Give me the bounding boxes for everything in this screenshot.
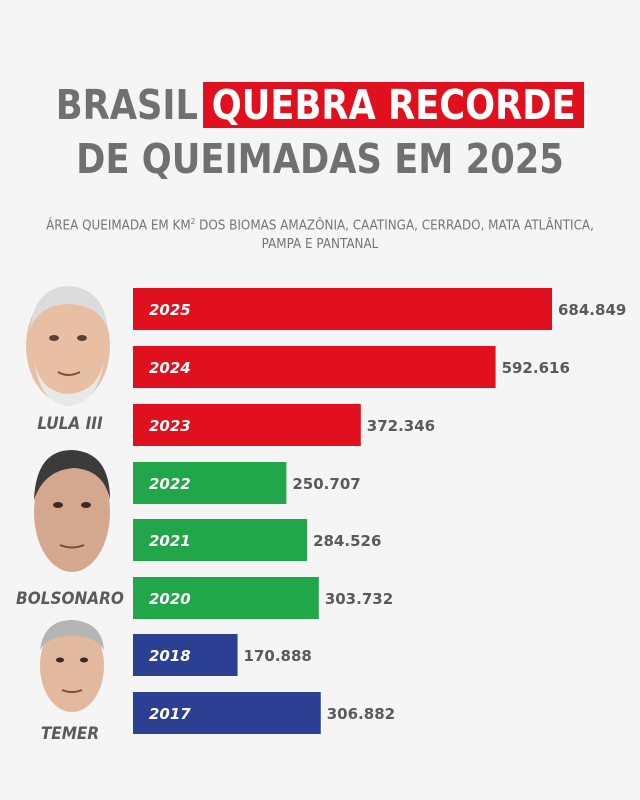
bar-category-label: 2018 (149, 647, 191, 665)
bar-value-label: 170.888 (244, 647, 312, 665)
bar-2018 (133, 634, 238, 676)
bar-value-label: 250.707 (292, 475, 360, 493)
bolsonaro-portrait-icon (34, 450, 110, 572)
subtitle: ÁREA QUEIMADA EM KM2 DOS BIOMAS AMAZÔNIA… (26, 212, 615, 254)
bar-category-label: 2024 (149, 359, 191, 377)
person-name-lula: LULA III (37, 414, 103, 434)
title-highlight: QUEBRA RECORDE (203, 82, 585, 128)
bar-value-label: 372.346 (367, 417, 435, 435)
bar-2023 (133, 404, 361, 446)
bar-category-label: 2023 (149, 417, 191, 435)
bar-2021 (133, 519, 308, 561)
title-plain: BRASIL (55, 81, 199, 129)
page-title-line1: BRASIL QUEBRA RECORDE (45, 80, 595, 130)
temer-portrait-icon (40, 620, 104, 712)
bar-category-label: 2017 (149, 705, 191, 723)
bar-value-label: 306.882 (327, 705, 395, 723)
bar-value-label: 303.732 (325, 590, 393, 608)
bar-category-label: 2020 (149, 590, 191, 608)
subtitle-prefix: ÁREA QUEIMADA EM KM (46, 218, 191, 234)
bar-2022 (133, 462, 287, 504)
bar-value-label: 592.616 (502, 359, 570, 377)
bar-category-label: 2022 (149, 475, 191, 493)
person-name-bolsonaro: BOLSONARO (16, 589, 124, 609)
page-title-line2: DE QUEIMADAS EM 2025 (76, 135, 564, 183)
bar-2024 (133, 346, 496, 388)
bar-value-label: 684.849 (558, 301, 626, 319)
lula-portrait-icon (26, 286, 110, 406)
bar-2017 (133, 692, 321, 734)
bar-2025 (133, 288, 552, 330)
bar-value-label: 284.526 (313, 532, 381, 550)
bar-category-label: 2021 (149, 532, 191, 550)
person-name-temer: TEMER (40, 724, 100, 744)
subtitle-superscript: 2 (190, 217, 196, 226)
bar-2020 (133, 577, 319, 619)
bar-category-label: 2025 (149, 301, 191, 319)
subtitle-suffix: DOS BIOMAS AMAZÔNIA, CAATINGA, CERRADO, … (195, 218, 594, 253)
